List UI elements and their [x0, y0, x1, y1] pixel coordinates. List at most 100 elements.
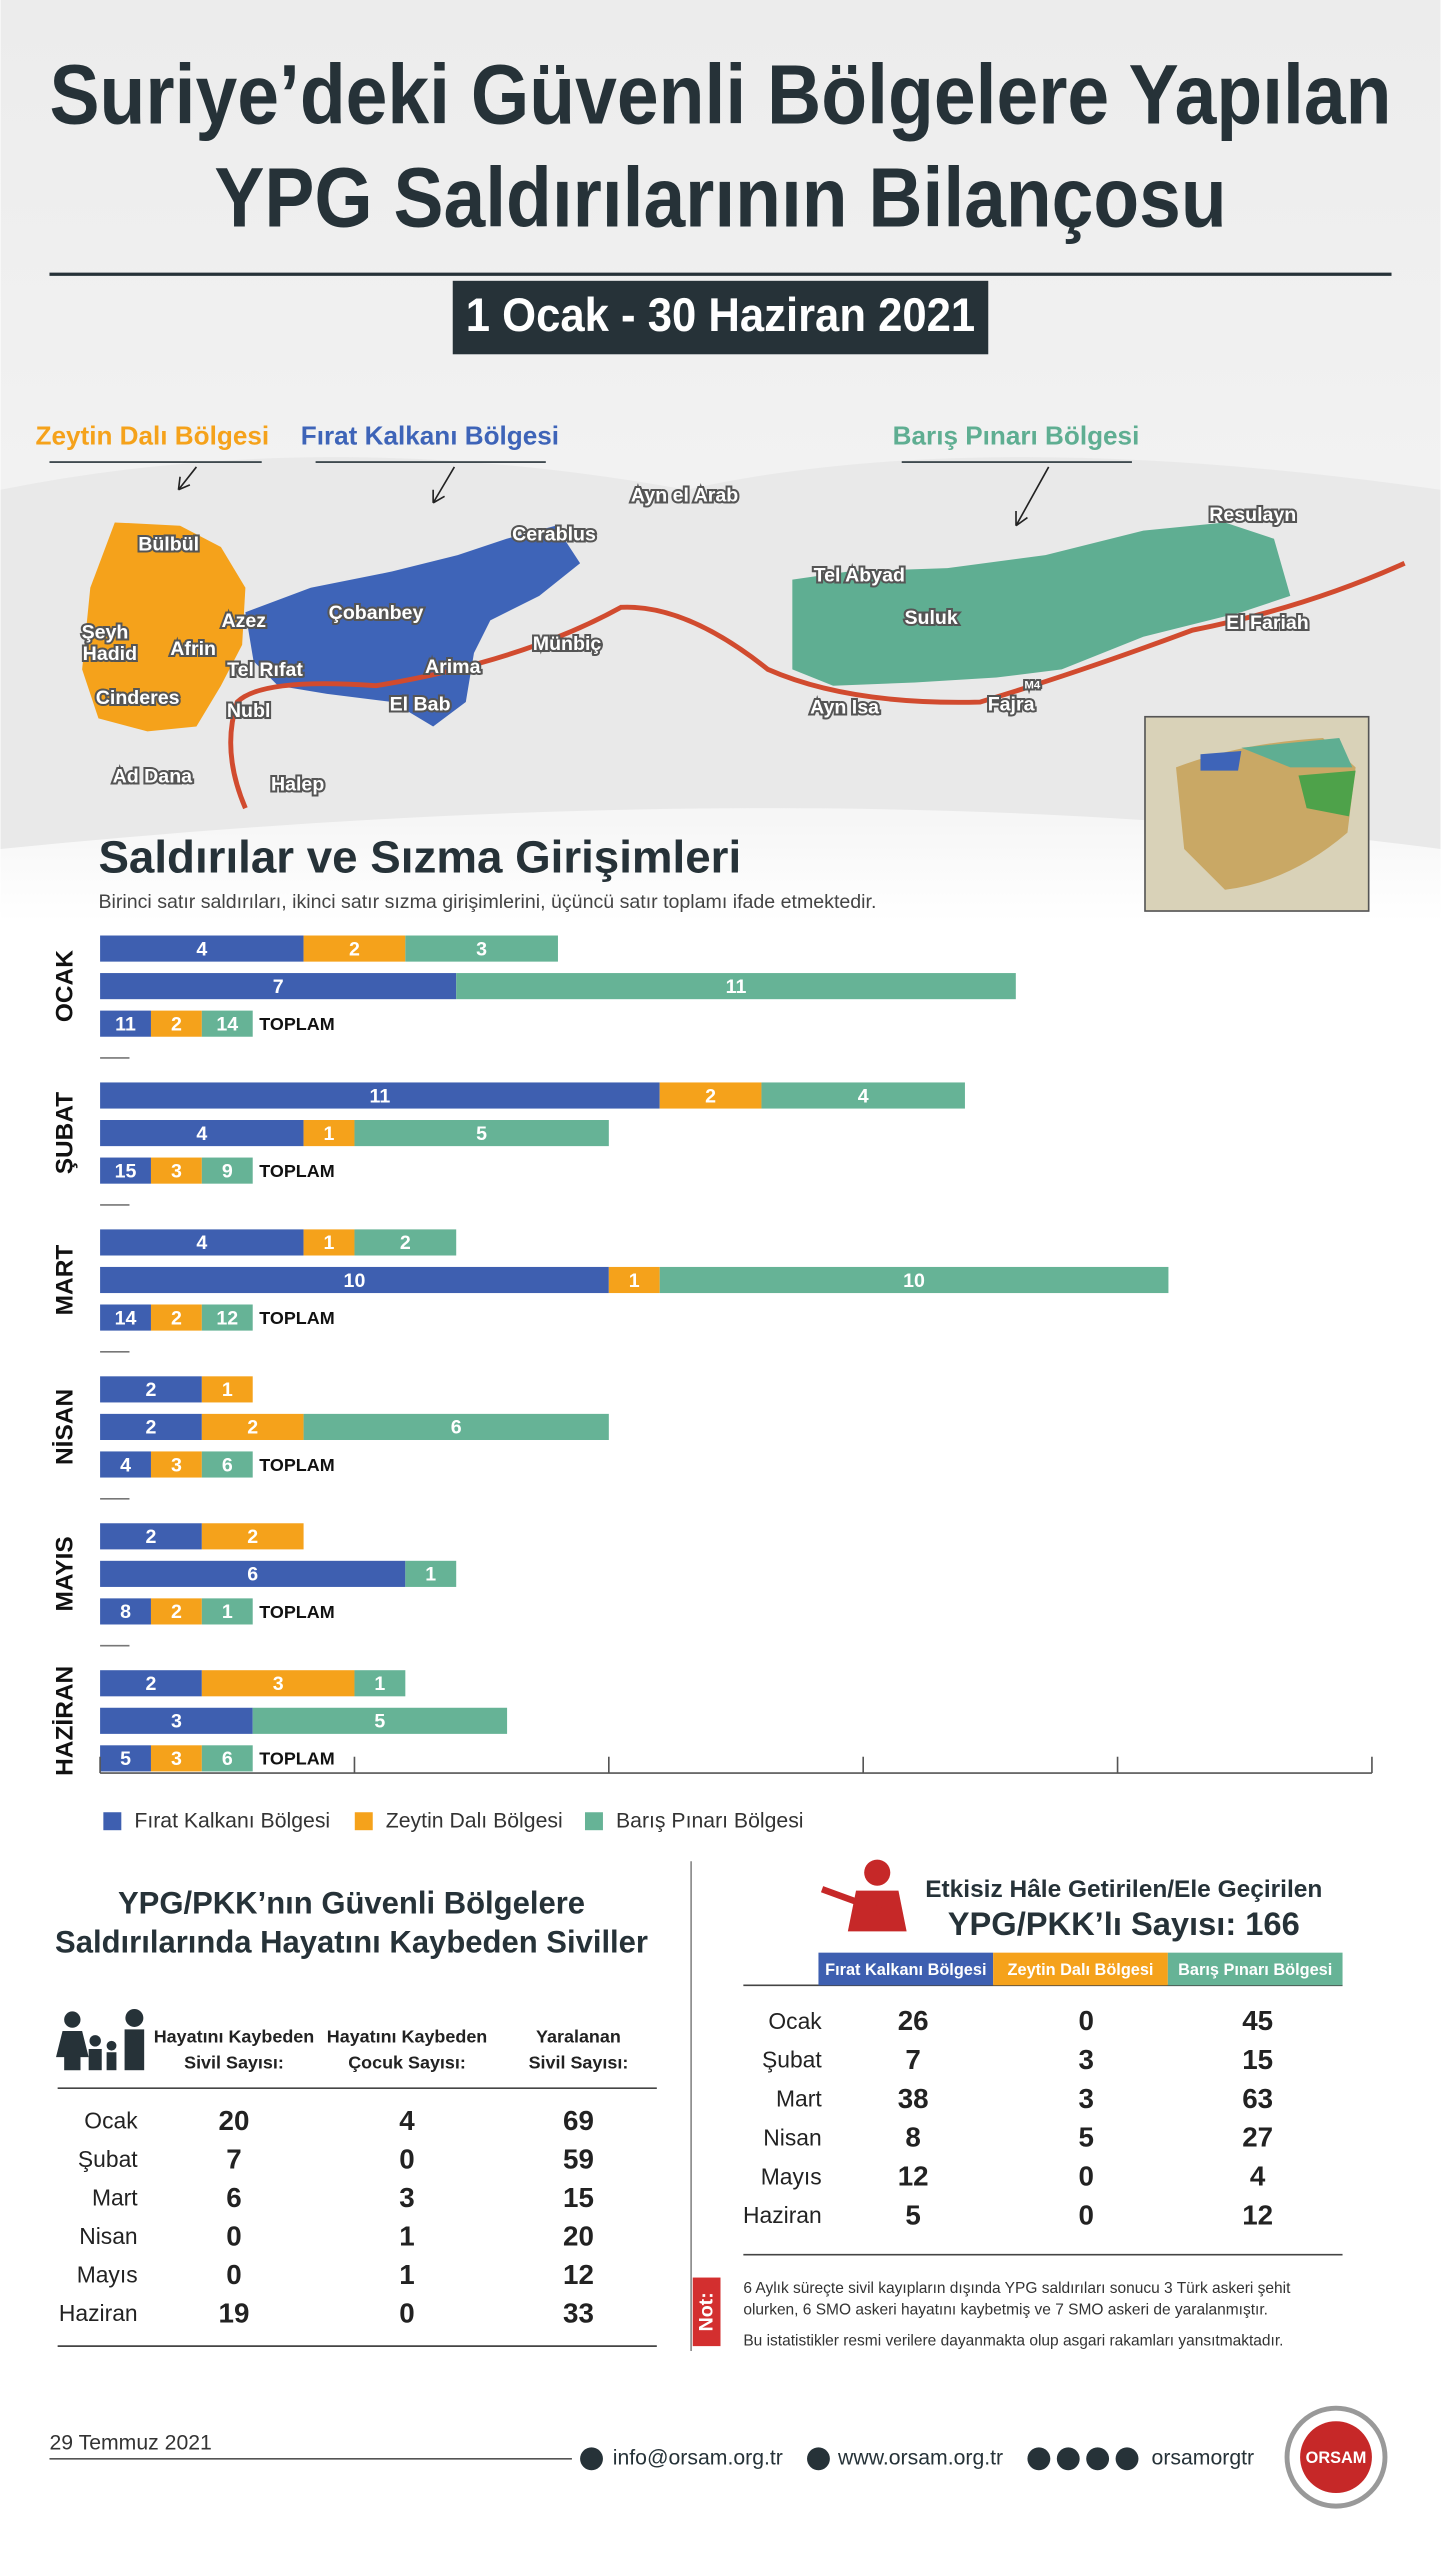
row-label: Şubat [762, 2047, 822, 2073]
bar-label: 11 [370, 1085, 391, 1107]
bar-label: 2 [146, 1417, 157, 1439]
bar-label: 5 [374, 1711, 385, 1733]
total-box [201, 1598, 253, 1625]
place-label: Ayn Isa [810, 697, 880, 719]
place-label: Ayn el Arab [631, 484, 738, 506]
bar-label: 1 [629, 1270, 640, 1292]
total-label: 8 [120, 1601, 131, 1623]
cell-value: 5 [1078, 2122, 1093, 2153]
cell-value: 4 [1250, 2161, 1266, 2192]
cell-value: 59 [563, 2143, 594, 2174]
table-title: Saldırılarında Hayatını Kaybeden Siville… [55, 1925, 648, 1960]
mail-icon [580, 2447, 603, 2471]
bar-label: 2 [146, 1379, 157, 1401]
bar-label: 1 [374, 1673, 385, 1695]
bar-label: 2 [349, 938, 360, 960]
column-header-box [818, 1952, 994, 1986]
total-label: 9 [222, 1160, 233, 1182]
place-label: Afrin [170, 638, 216, 660]
row-label: Haziran [743, 2202, 822, 2228]
bar-label: 3 [476, 938, 487, 960]
total-box [201, 1745, 253, 1772]
total-caption: TOPLAM [259, 1161, 334, 1181]
month-label: MAYIS [51, 1536, 78, 1611]
month-label: NİSAN [51, 1389, 78, 1465]
bar-label: 3 [273, 1673, 284, 1695]
period-box [452, 280, 989, 355]
total-label: 2 [171, 1013, 182, 1035]
row-label: Haziran [59, 2300, 138, 2326]
bar-segment [303, 935, 406, 962]
footer-web: www.orsam.org.tr [837, 2446, 1003, 2469]
place-label: Fajra [988, 693, 1036, 715]
bar-segment [354, 1120, 609, 1147]
total-box [100, 1010, 151, 1037]
row-label: Şubat [78, 2146, 138, 2172]
bar-label: 3 [171, 1711, 182, 1733]
total-box [100, 1745, 151, 1772]
column-header: Hayatını Kaybeden [154, 2026, 314, 2046]
legend-label: Zeytin Dalı Bölgesi [386, 1810, 563, 1833]
cell-value: 1 [399, 2220, 414, 2251]
total-caption: TOPLAM [259, 1602, 334, 1622]
chart-subtitle: Birinci satır saldırıları, ikinci satır … [98, 891, 876, 913]
bar-segment [659, 1266, 1169, 1294]
title: YPG Saldırılarının Bilançosu [214, 150, 1226, 245]
total-caption: TOPLAM [259, 1455, 334, 1475]
total-box [100, 1598, 151, 1625]
bar-segment [100, 1560, 406, 1587]
social-icon [1056, 2447, 1080, 2471]
bar-segment [100, 1229, 304, 1256]
place-label: Tel Abyad [814, 564, 905, 586]
cell-value: 20 [219, 2105, 250, 2136]
bar-label: 2 [705, 1085, 716, 1107]
bar-segment [405, 1560, 457, 1587]
cell-value: 3 [1078, 2044, 1093, 2075]
row-label: Mart [92, 2185, 138, 2211]
cell-value: 0 [399, 2297, 414, 2328]
note-box [692, 2277, 721, 2347]
cell-value: 7 [905, 2044, 920, 2075]
cell-value: 1 [399, 2259, 414, 2290]
column-header: Hayatını Kaybeden [327, 2026, 488, 2046]
total-box [150, 1010, 202, 1037]
bar-segment [659, 1082, 762, 1109]
bar-label: 4 [196, 1123, 207, 1145]
total-label: 4 [120, 1454, 131, 1476]
bar-segment [100, 1707, 253, 1734]
bar-label: 1 [324, 1232, 335, 1254]
cell-value: 15 [563, 2182, 594, 2213]
logo-text: ORSAM [1306, 2449, 1367, 2467]
cell-value: 19 [219, 2297, 250, 2328]
bar-label: 1 [324, 1123, 335, 1145]
place-label: Halep [271, 773, 324, 795]
month-label: HAZİRAN [51, 1666, 78, 1776]
total-box [201, 1157, 253, 1184]
bar-segment [100, 1376, 202, 1403]
cell-value: 3 [1078, 2083, 1093, 2114]
bar-segment [303, 1120, 355, 1147]
total-box [150, 1157, 202, 1184]
place-label: Tel Rıfat [227, 659, 303, 681]
bar-segment [405, 935, 558, 962]
column-header: Sivil Sayısı: [184, 2052, 284, 2072]
bar-segment [100, 1523, 202, 1550]
road [228, 561, 1406, 810]
bar-segment [100, 1670, 202, 1697]
place-label: M4 [1024, 680, 1041, 692]
place-label: El Bab [390, 693, 451, 715]
total-label: 3 [171, 1160, 182, 1182]
total-box [150, 1451, 202, 1478]
total-label: 1 [222, 1601, 233, 1623]
table-title: YPG/PKK’nın Güvenli Bölgelere [118, 1885, 585, 1920]
row-label: Ocak [84, 2107, 138, 2133]
cell-value: 12 [1242, 2199, 1273, 2230]
footer-date: 29 Temmuz 2021 [49, 2432, 211, 2455]
bar-segment [354, 1229, 457, 1256]
cell-value: 3 [399, 2182, 414, 2213]
column-header: Çocuk Sayısı: [348, 2052, 466, 2072]
bar-segment [100, 935, 304, 962]
place-label: Bülbül [138, 533, 199, 555]
bar-label: 2 [247, 1417, 258, 1439]
